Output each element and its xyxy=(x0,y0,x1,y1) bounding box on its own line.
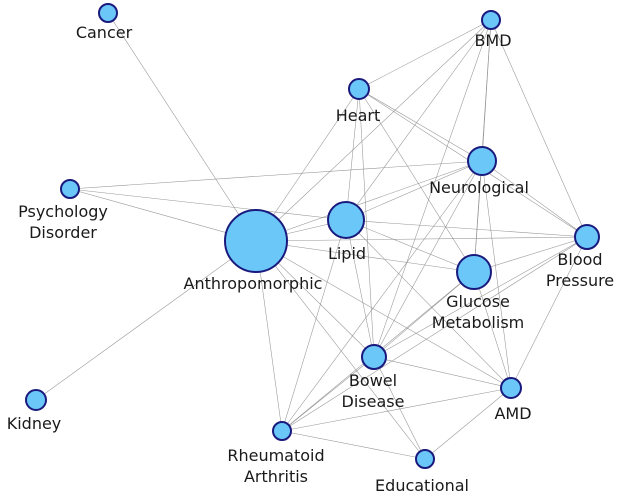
node-label-line: Anthropomorphic xyxy=(184,274,323,293)
edge-neurological-bowel xyxy=(373,160,483,358)
edge-lipid-glucose xyxy=(345,219,475,273)
node-label-line: Rheumatoid xyxy=(227,446,324,465)
node-label-psychology: Psychology Disorder xyxy=(18,202,108,242)
node-lipid[interactable] xyxy=(327,201,365,239)
labels-layer: Cancer BMD Heart Neurological Psychology Diso… xyxy=(7,23,614,495)
node-label-heart: Heart xyxy=(336,106,381,125)
edge-blood_pressure-rheumatoid xyxy=(281,236,588,432)
edge-anthropomorphic-amd xyxy=(255,240,512,389)
edge-psychology-lipid xyxy=(69,188,347,221)
node-label-line: Pressure xyxy=(546,271,614,290)
edge-amd-educational xyxy=(424,387,512,460)
node-label-amd: AMD xyxy=(494,404,531,423)
node-label-line: Arthritis xyxy=(244,467,308,486)
node-amd[interactable] xyxy=(500,377,522,399)
edge-neurological-amd xyxy=(481,160,512,389)
edge-lipid-bowel xyxy=(345,219,375,358)
node-label-glucose: Glucose Metabolism xyxy=(432,292,524,332)
edge-blood_pressure-bowel xyxy=(373,236,588,358)
node-neurological[interactable] xyxy=(467,146,497,176)
node-cancer[interactable] xyxy=(98,3,118,23)
edge-anthropomorphic-bmd xyxy=(255,19,492,242)
edge-bmd-lipid xyxy=(345,19,492,221)
edge-lipid-rheumatoid xyxy=(281,219,347,432)
node-bowel[interactable] xyxy=(361,344,387,370)
node-label-bmd: BMD xyxy=(474,31,511,50)
edge-bowel-amd xyxy=(373,356,512,389)
node-label-line: Neurological xyxy=(429,178,529,197)
edge-psychology-neurological xyxy=(69,160,483,190)
edge-heart-bowel xyxy=(358,88,375,358)
edge-bmd-blood_pressure xyxy=(490,19,588,238)
node-label-line: Psychology xyxy=(18,202,108,221)
node-label-bowel: Bowel Disease xyxy=(342,371,405,411)
node-anthropomorphic[interactable] xyxy=(224,209,288,273)
edge-bmd-bowel xyxy=(373,19,492,358)
edge-blood_pressure-glucose xyxy=(473,236,588,273)
node-label-line: Kidney xyxy=(7,414,62,433)
edge-lipid-blood_pressure xyxy=(345,219,588,238)
nodes-layer xyxy=(25,3,600,469)
edge-glucose-amd xyxy=(473,271,512,389)
edge-psychology-anthropomorphic xyxy=(69,188,257,242)
node-label-line: Disease xyxy=(342,392,405,411)
edge-bowel-educational xyxy=(373,356,426,460)
edge-heart-neurological xyxy=(358,88,483,162)
node-label-line: AMD xyxy=(494,404,531,423)
node-heart[interactable] xyxy=(348,78,370,100)
node-label-line: Educational xyxy=(375,476,469,495)
edge-glucose-bowel xyxy=(373,271,475,358)
node-glucose[interactable] xyxy=(456,254,492,290)
node-label-line: Lipid xyxy=(328,244,366,263)
node-label-line: BMD xyxy=(474,31,511,50)
node-label-neurological: Neurological xyxy=(429,178,529,197)
node-educational[interactable] xyxy=(415,449,435,469)
edge-neurological-rheumatoid xyxy=(281,160,483,432)
node-rheumatoid[interactable] xyxy=(272,421,292,441)
edge-kidney-anthropomorphic xyxy=(35,240,257,401)
node-label-line: Cancer xyxy=(76,23,133,42)
edge-neurological-lipid xyxy=(345,160,483,221)
node-label-line: Glucose xyxy=(446,292,510,311)
edge-neurological-glucose xyxy=(473,160,483,273)
edge-heart-glucose xyxy=(358,88,475,273)
node-label-rheumatoid: Rheumatoid Arthritis xyxy=(227,446,324,486)
node-psychology[interactable] xyxy=(60,179,80,199)
node-label-line: Bowel xyxy=(349,371,397,390)
edge-anthropomorphic-glucose xyxy=(255,240,475,273)
node-bmd[interactable] xyxy=(481,10,501,30)
node-blood-pressure[interactable] xyxy=(574,224,600,250)
edge-bowel-rheumatoid xyxy=(281,356,375,432)
edge-rheumatoid-educational xyxy=(281,430,426,460)
edge-heart-bmd xyxy=(358,19,492,90)
node-label-lipid: Lipid xyxy=(328,244,366,263)
node-label-line: Metabolism xyxy=(432,313,524,332)
edge-neurological-blood_pressure xyxy=(481,160,588,238)
edge-heart-lipid xyxy=(345,88,360,221)
node-label-educational: Educational xyxy=(375,476,469,495)
edge-cancer-anthropomorphic xyxy=(107,12,257,242)
edge-rheumatoid-amd xyxy=(281,387,512,432)
node-label-line: Disorder xyxy=(29,223,97,242)
node-label-line: Heart xyxy=(336,106,381,125)
node-label-anthropomorphic: Anthropomorphic xyxy=(184,274,323,293)
node-kidney[interactable] xyxy=(25,389,47,411)
node-label-kidney: Kidney xyxy=(7,414,62,433)
node-label-blood-pressure: Blood Pressure xyxy=(546,250,614,290)
edge-anthropomorphic-neurological xyxy=(255,160,483,242)
edge-lipid-amd xyxy=(345,219,512,389)
node-label-line: Blood xyxy=(557,250,602,269)
node-label-cancer: Cancer xyxy=(76,23,133,42)
edge-anthropomorphic-blood_pressure xyxy=(255,236,588,242)
edge-blood_pressure-amd xyxy=(510,236,588,389)
edge-anthropomorphic-educational xyxy=(255,240,426,460)
